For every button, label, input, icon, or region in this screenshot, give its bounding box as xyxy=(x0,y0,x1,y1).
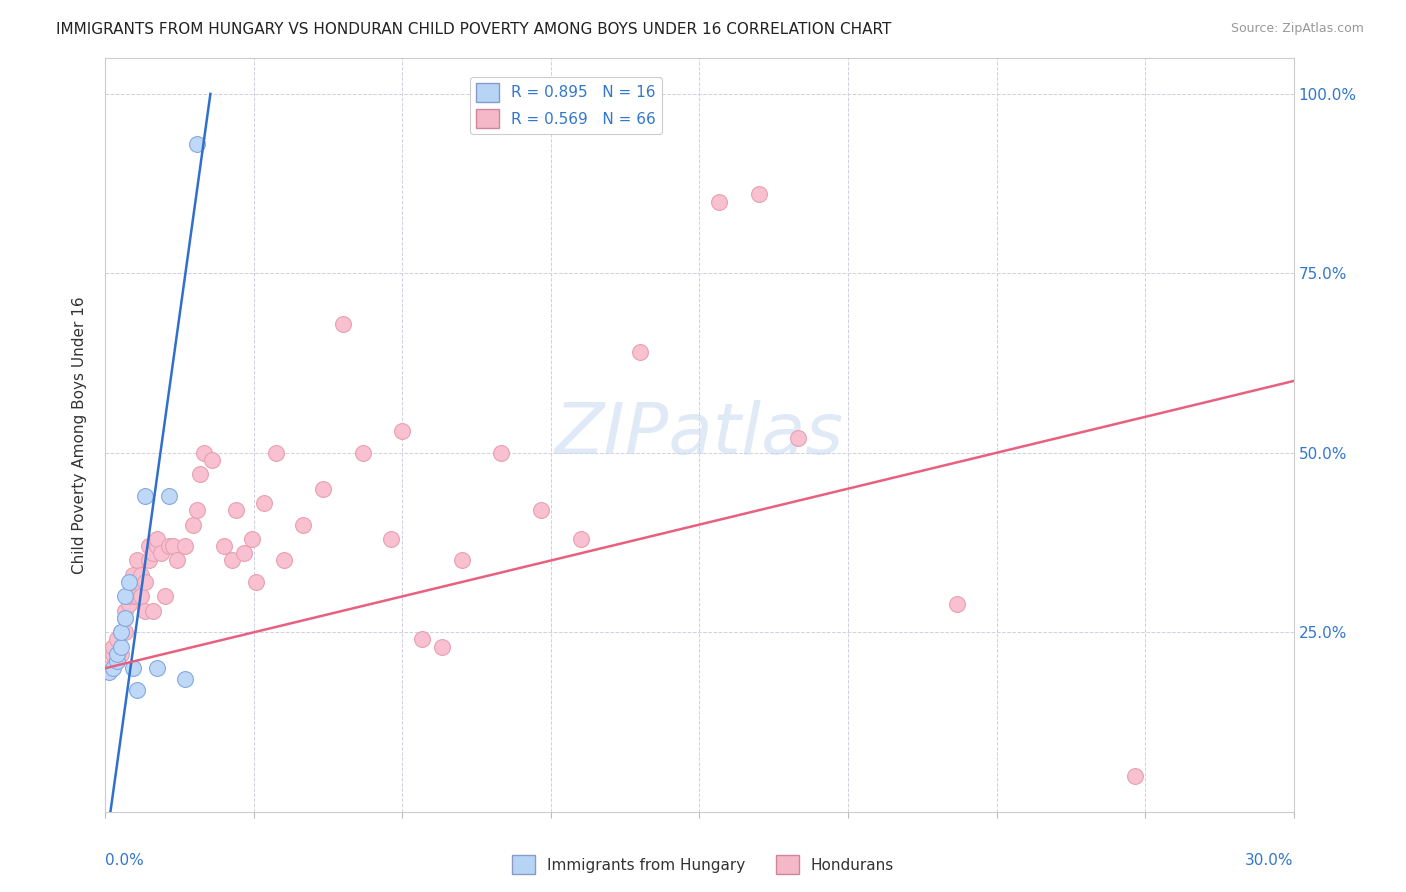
Point xyxy=(530,503,553,517)
Point xyxy=(787,432,810,446)
Text: IMMIGRANTS FROM HUNGARY VS HONDURAN CHILD POVERTY AMONG BOYS UNDER 16 CORRELATIO: IMMIGRANTS FROM HUNGARY VS HONDURAN CHIL… xyxy=(56,22,891,37)
Point xyxy=(118,574,141,589)
Point xyxy=(127,682,149,697)
Point xyxy=(273,553,295,567)
Point xyxy=(114,625,136,640)
Point xyxy=(127,574,149,589)
Point xyxy=(264,446,287,460)
Point xyxy=(138,539,160,553)
Point xyxy=(166,553,188,567)
Point xyxy=(98,665,121,679)
Text: Source: ZipAtlas.com: Source: ZipAtlas.com xyxy=(1230,22,1364,36)
Point xyxy=(134,574,156,589)
Point xyxy=(201,453,224,467)
Point xyxy=(430,640,453,654)
Point xyxy=(105,654,128,668)
Point xyxy=(240,532,263,546)
Point xyxy=(233,546,256,560)
Point xyxy=(186,137,208,152)
Point xyxy=(221,553,243,567)
Point xyxy=(491,446,513,460)
Point xyxy=(628,345,651,359)
Point xyxy=(118,597,141,611)
Point xyxy=(118,590,141,604)
Point xyxy=(332,317,354,331)
Point xyxy=(105,632,128,647)
Point xyxy=(162,539,184,553)
Point xyxy=(122,661,145,675)
Point xyxy=(122,590,145,604)
Legend: R = 0.895   N = 16, R = 0.569   N = 66: R = 0.895 N = 16, R = 0.569 N = 66 xyxy=(470,77,662,134)
Point xyxy=(193,446,215,460)
Point xyxy=(114,611,136,625)
Point xyxy=(138,553,160,567)
Point xyxy=(157,539,180,553)
Point xyxy=(105,654,128,668)
Point xyxy=(110,647,132,661)
Point xyxy=(110,625,132,640)
Point xyxy=(114,611,136,625)
Point xyxy=(122,567,145,582)
Point xyxy=(748,187,770,202)
Point xyxy=(142,546,165,560)
Legend: Immigrants from Hungary, Hondurans: Immigrants from Hungary, Hondurans xyxy=(506,849,900,880)
Point xyxy=(186,503,208,517)
Point xyxy=(225,503,247,517)
Point xyxy=(105,647,128,661)
Point xyxy=(142,604,165,618)
Point xyxy=(146,532,169,546)
Text: 30.0%: 30.0% xyxy=(1246,853,1294,868)
Point xyxy=(103,640,125,654)
Point xyxy=(292,517,315,532)
Point xyxy=(129,590,152,604)
Point xyxy=(98,661,121,675)
Point xyxy=(569,532,592,546)
Point xyxy=(153,590,176,604)
Point xyxy=(312,482,335,496)
Point xyxy=(114,590,136,604)
Point xyxy=(122,574,145,589)
Point xyxy=(103,661,125,675)
Point xyxy=(110,625,132,640)
Point xyxy=(114,604,136,618)
Text: ZIPatlas: ZIPatlas xyxy=(555,401,844,469)
Point xyxy=(173,539,195,553)
Point xyxy=(149,546,172,560)
Point xyxy=(134,604,156,618)
Point xyxy=(181,517,204,532)
Point xyxy=(380,532,402,546)
Point xyxy=(946,597,969,611)
Y-axis label: Child Poverty Among Boys Under 16: Child Poverty Among Boys Under 16 xyxy=(72,296,87,574)
Point xyxy=(127,553,149,567)
Point xyxy=(129,567,152,582)
Point xyxy=(352,446,374,460)
Point xyxy=(103,647,125,661)
Point xyxy=(411,632,433,647)
Point xyxy=(146,661,169,675)
Point xyxy=(157,489,180,503)
Point xyxy=(134,489,156,503)
Point xyxy=(146,539,169,553)
Point xyxy=(1123,769,1146,783)
Point xyxy=(127,590,149,604)
Point xyxy=(245,574,267,589)
Point xyxy=(391,424,413,438)
Point xyxy=(709,194,731,209)
Point xyxy=(190,467,212,482)
Point xyxy=(173,672,195,686)
Point xyxy=(214,539,236,553)
Point xyxy=(110,640,132,654)
Text: 0.0%: 0.0% xyxy=(105,853,145,868)
Point xyxy=(450,553,472,567)
Point xyxy=(253,496,276,510)
